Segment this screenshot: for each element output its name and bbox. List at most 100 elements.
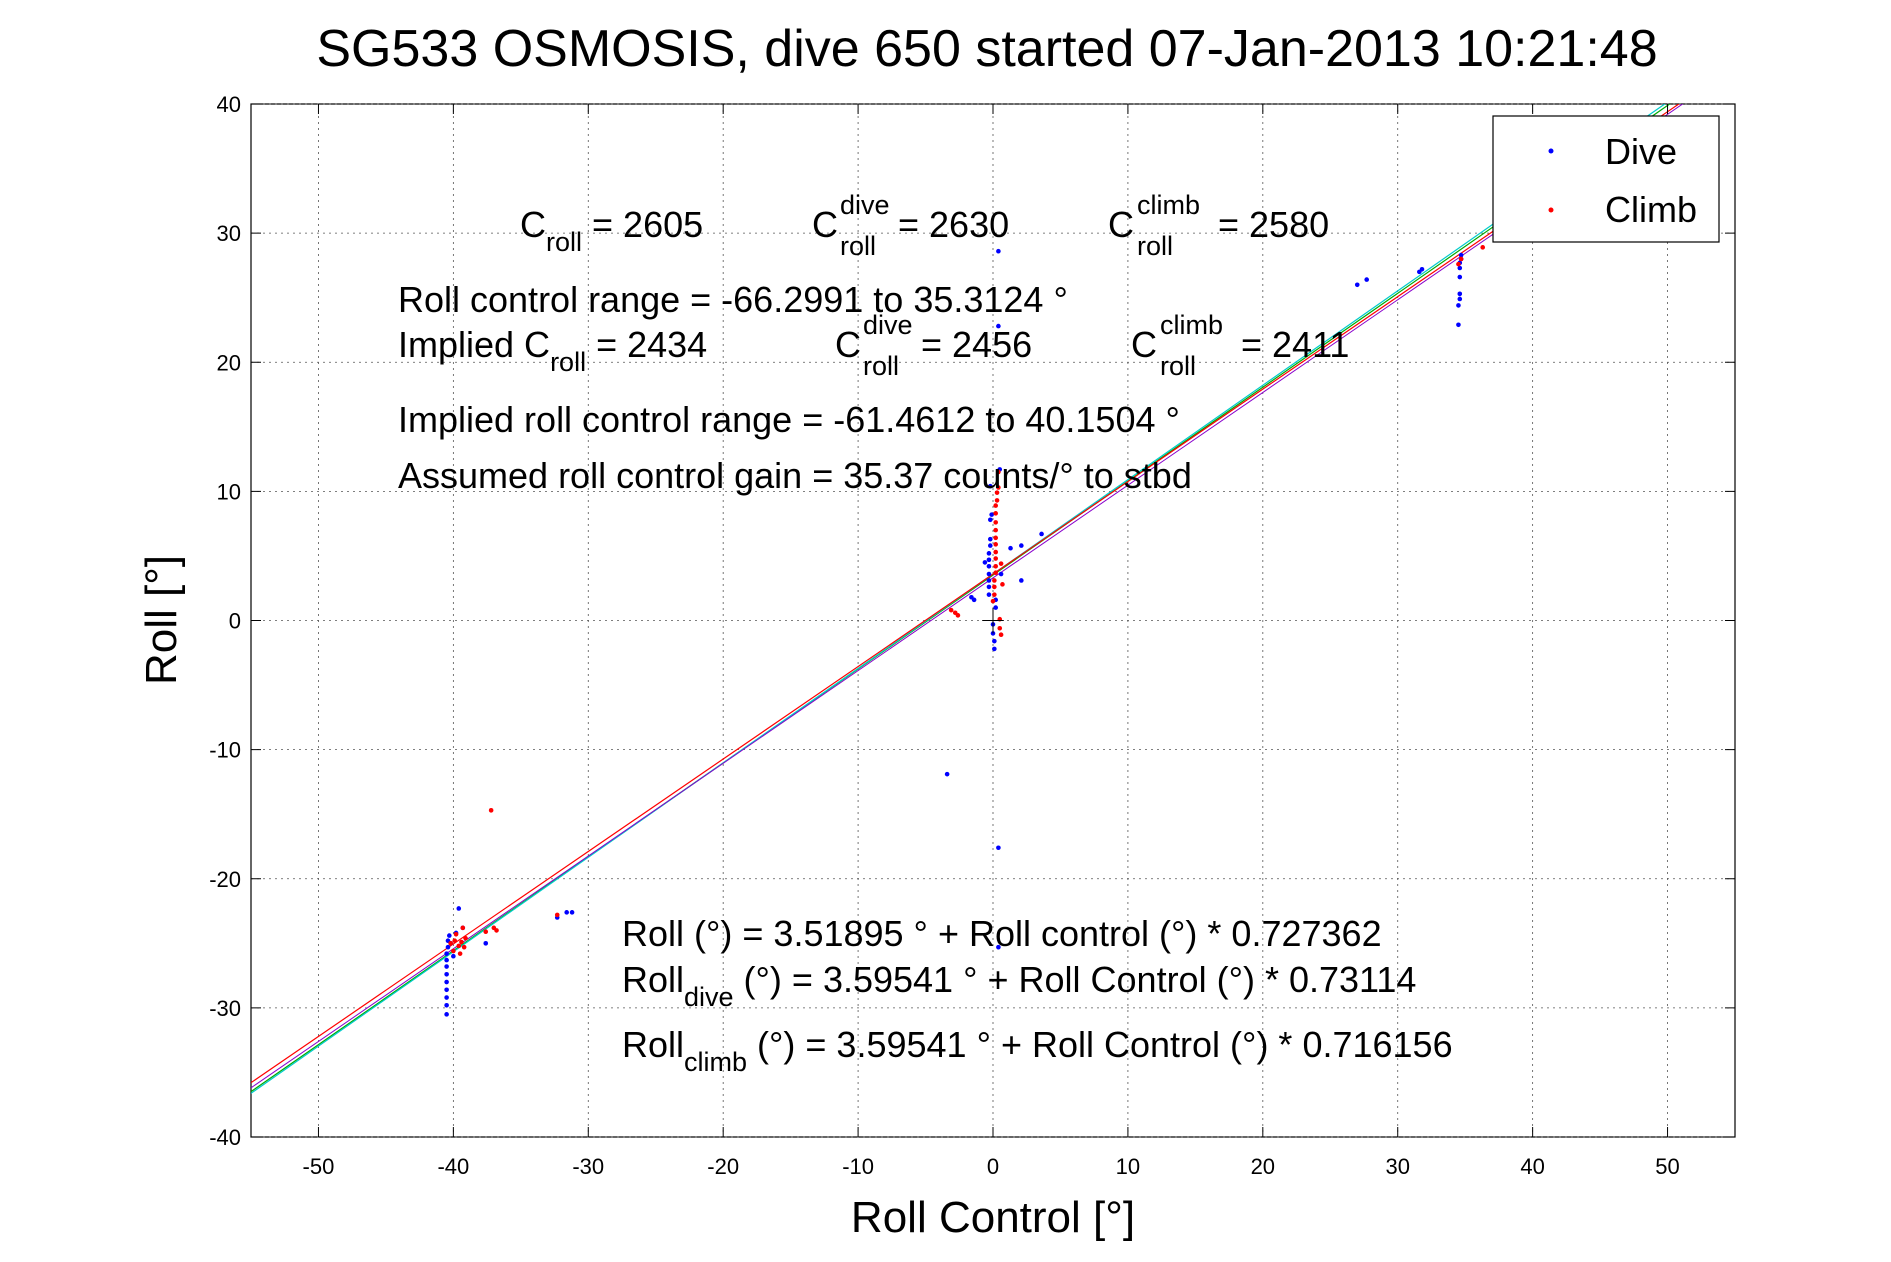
climb-point [1458, 256, 1464, 262]
dive-point [986, 578, 992, 583]
legend-marker-climb [1548, 207, 1554, 213]
annotation-implied-c-dive-sup: dive [863, 310, 913, 340]
dive-point [992, 646, 997, 652]
dive-point [996, 323, 1001, 329]
dive-point [1456, 303, 1461, 308]
climb-point [463, 935, 468, 941]
y-tick-label: 40 [217, 92, 241, 117]
annotation-implied-c-dive-value: = 2456 [921, 324, 1032, 365]
dive-point [986, 557, 992, 563]
annotation-implied-c-dive-sub: roll [863, 351, 899, 381]
climb-point [452, 938, 458, 944]
legend-label-dive: Dive [1605, 131, 1677, 172]
x-tick-label: 30 [1385, 1154, 1409, 1179]
annotation-implied-c-climb-sub: roll [1160, 351, 1196, 381]
dive-point [1354, 282, 1360, 288]
climb-point [997, 625, 1003, 631]
annotation-c-roll-dive-value: = 2630 [898, 204, 1009, 245]
x-tick-label: 50 [1655, 1154, 1679, 1179]
climb-point [453, 931, 459, 937]
climb-point [451, 948, 456, 954]
dive-point [1457, 274, 1463, 280]
dive-point [444, 995, 449, 1000]
dive-point [451, 953, 456, 959]
annotation-c-roll-dive-sup: dive [840, 190, 890, 220]
climb-point [948, 607, 954, 613]
dive-point [1019, 578, 1024, 583]
dive-point [986, 584, 992, 590]
dive-point [988, 483, 993, 489]
dive-point [996, 248, 1001, 254]
dive-point [986, 592, 992, 597]
annotation-implied-c-climb: C [1131, 324, 1157, 365]
climb-point [1000, 582, 1005, 587]
climb-point [554, 912, 560, 918]
x-tick-label: -20 [707, 1154, 739, 1179]
dive-point [444, 1012, 449, 1017]
annotation-fit-climb: Rollclimb (°) = 3.59541 ° + Roll Control… [622, 1024, 1453, 1077]
dive-point [1419, 266, 1425, 272]
annotation-c-roll-dive: C [812, 204, 838, 245]
climb-point [955, 613, 961, 618]
annotation-gain: Assumed roll control gain = 35.37 counts… [398, 455, 1192, 496]
climb-point [992, 584, 997, 590]
dive-point [564, 910, 569, 915]
climb-point [459, 939, 464, 945]
y-tick-label: -20 [209, 867, 241, 892]
x-tick-label: 20 [1251, 1154, 1275, 1179]
data-points [444, 245, 1486, 1017]
dive-point [445, 944, 451, 950]
dive-point [986, 551, 992, 556]
grid [251, 103, 1735, 1138]
ticks: -50 -40 -30 -20 -10 0 10 20 30 40 50 -40 -30 -20 -10 0 1… [209, 92, 1735, 1179]
annotation-c-roll: Croll = 2605 [520, 204, 703, 257]
climb-point [488, 808, 494, 813]
dive-point [447, 933, 452, 938]
climb-point [998, 561, 1004, 566]
y-tick-label: -10 [209, 738, 241, 763]
y-tick-label: -40 [209, 1125, 241, 1150]
legend: Dive Climb [1492, 115, 1720, 243]
dive-point [992, 638, 997, 644]
dive-point [1008, 545, 1013, 551]
dive-point [1458, 252, 1464, 258]
annotation-implied-range: Implied roll control range = -61.4612 to… [398, 399, 1180, 440]
climb-point [992, 592, 997, 597]
dive-point [444, 979, 449, 985]
annotation-implied-c-climb-sup: climb [1160, 310, 1223, 340]
climb-point [1456, 261, 1461, 267]
climb-point [992, 578, 997, 583]
climb-point [993, 535, 998, 541]
dive-point [982, 560, 988, 565]
annotations: Croll = 2605 C dive roll = 2630 C climb … [398, 190, 1453, 1077]
annotation-c-roll-climb-value: = 2580 [1218, 204, 1329, 245]
climb-point [996, 485, 1001, 490]
dive-point [1456, 322, 1461, 328]
climb-point [993, 527, 998, 533]
climb-point [448, 941, 453, 946]
dive-point [993, 605, 998, 610]
annotation-fit-all: Roll (°) = 3.51895 ° + Roll control (°) … [622, 913, 1382, 954]
annotation-c-roll-dive-sub: roll [840, 231, 876, 261]
y-tick-label: -30 [209, 996, 241, 1021]
annotation-implied-c-climb-value: = 2411 [1241, 324, 1349, 365]
annotation-roll-control-range: Roll control range = -66.2991 to 35.3124… [398, 279, 1068, 320]
y-tick-label: 20 [217, 350, 241, 375]
climb-point [993, 563, 998, 569]
dive-point [483, 941, 489, 946]
dive-point [998, 571, 1004, 577]
dive-point [444, 1002, 449, 1008]
legend-label-climb: Climb [1605, 189, 1697, 230]
climb-point [456, 943, 462, 949]
dive-point [944, 771, 950, 777]
y-axis-label: Roll [°] [137, 555, 186, 685]
dive-point [989, 512, 994, 517]
climb-point [993, 549, 998, 555]
fit-line-extra [251, 104, 1684, 1089]
x-tick-label: 40 [1520, 1154, 1544, 1179]
dive-point [1457, 296, 1463, 302]
climb-point [1480, 245, 1486, 250]
climb-point [483, 929, 489, 934]
dive-point [988, 543, 993, 548]
